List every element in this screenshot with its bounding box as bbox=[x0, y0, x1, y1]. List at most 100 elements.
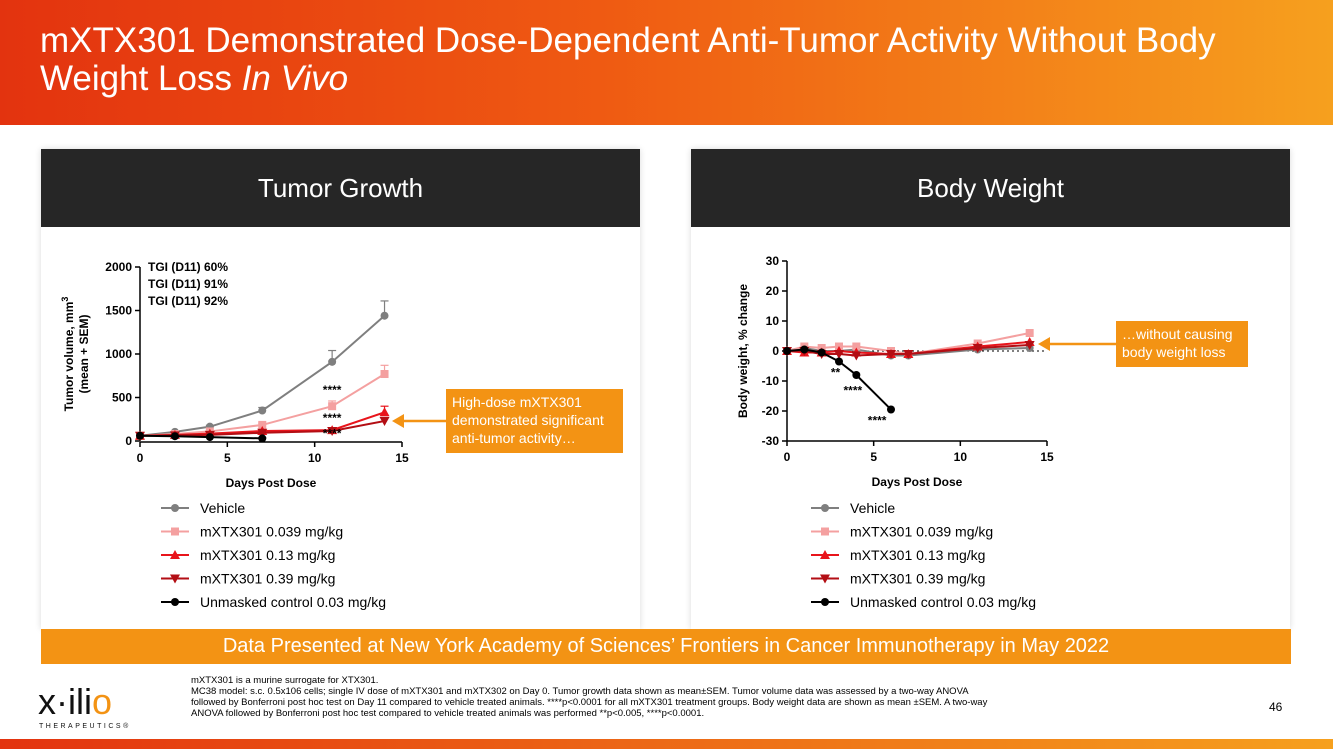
legend-label: Unmasked control 0.03 mg/kg bbox=[850, 594, 1036, 610]
series-line bbox=[139, 314, 386, 437]
body-weight-callout: …without causing body weight loss bbox=[1116, 321, 1248, 367]
x-tick-label: 10 bbox=[954, 450, 968, 464]
data-point bbox=[852, 371, 861, 379]
body-weight-chart: -30 -20 -10 0 10 20 30 0 5 10 15 Days Post Dose Body… bbox=[736, 254, 1054, 610]
data-point bbox=[817, 348, 826, 357]
x-tick-label: 15 bbox=[395, 451, 409, 465]
y-tick-label: -20 bbox=[762, 404, 780, 418]
significance-label: **** bbox=[323, 411, 342, 425]
slide-title-italic: In Vivo bbox=[241, 59, 349, 98]
logo-sub-text: THERAPEUTICS bbox=[39, 723, 124, 730]
page-number: 46 bbox=[1269, 700, 1283, 714]
y-tick-label: 10 bbox=[766, 314, 780, 328]
significance-label: ** bbox=[831, 366, 841, 380]
y-tick-label: 500 bbox=[112, 391, 132, 405]
legend-label: Vehicle bbox=[850, 500, 895, 516]
data-point bbox=[379, 416, 390, 426]
legend-label: Vehicle bbox=[200, 500, 245, 516]
legend-label: mXTX301 0.039 mg/kg bbox=[200, 524, 343, 540]
slide-title: mXTX301 Demonstrated Dose-Dependent Anti… bbox=[40, 22, 1300, 98]
y-tick-label: 1000 bbox=[105, 347, 132, 361]
data-point bbox=[835, 357, 843, 366]
data-point bbox=[972, 344, 983, 353]
legend-marker bbox=[170, 550, 180, 559]
y-tick-label: -10 bbox=[762, 374, 780, 388]
logo-word-o: o bbox=[91, 681, 113, 722]
significance-label: **** bbox=[868, 414, 887, 428]
x-tick-label: 5 bbox=[224, 451, 231, 465]
data-point bbox=[327, 426, 338, 436]
data-point bbox=[205, 433, 214, 442]
data-point bbox=[1024, 341, 1035, 350]
legend-marker bbox=[171, 504, 179, 512]
tumor-callout-arrowhead bbox=[392, 414, 404, 428]
data-point bbox=[379, 407, 390, 417]
legend-marker bbox=[170, 574, 180, 584]
x-axis-label: Days Post Dose bbox=[226, 476, 317, 490]
xilio-logo: x·ilio THERAPEUTICS® bbox=[38, 684, 148, 736]
y-tick-label: 0 bbox=[772, 344, 779, 358]
y-tick-label: 20 bbox=[766, 284, 780, 298]
data-point bbox=[800, 345, 809, 354]
legend-label: mXTX301 0.039 mg/kg bbox=[850, 524, 993, 540]
logo-subtitle: THERAPEUTICS® bbox=[39, 723, 131, 730]
series-line bbox=[139, 434, 263, 440]
data-point bbox=[887, 405, 895, 414]
significance-label: **** bbox=[844, 384, 863, 398]
y-tick-label: 0 bbox=[125, 434, 132, 448]
bottom-bar bbox=[0, 739, 1333, 749]
data-point bbox=[170, 432, 179, 441]
data-point bbox=[257, 428, 268, 438]
tgi-label: TGI (D11) 60% bbox=[148, 260, 228, 274]
tumor-growth-panel: Tumor Growth 0 500 1000 1500 2000 0 5 10 15 Days … bbox=[41, 149, 640, 629]
logo-wordmark: x·ilio bbox=[38, 684, 112, 720]
tumor-growth-heading: Tumor Growth bbox=[41, 149, 640, 227]
data-point bbox=[380, 370, 389, 379]
slide-title-text: mXTX301 Demonstrated Dose-Dependent Anti… bbox=[40, 21, 1216, 98]
data-point bbox=[834, 350, 844, 359]
y-axis-label: Tumor volume, mm3 bbox=[60, 297, 76, 412]
legend-label: mXTX301 0.39 mg/kg bbox=[200, 571, 335, 587]
legend-label: Unmasked control 0.03 mg/kg bbox=[200, 594, 386, 610]
data-point bbox=[328, 402, 337, 411]
legend-marker bbox=[821, 527, 829, 536]
x-tick-label: 10 bbox=[308, 451, 322, 465]
y-tick-label: -30 bbox=[762, 434, 780, 448]
y-tick-label: 1500 bbox=[105, 304, 132, 318]
y-tick-label: 30 bbox=[766, 254, 780, 268]
body-weight-panel: Body Weight -30 -20 -10 0 10 20 30 0 5 10 15 Days P… bbox=[691, 149, 1290, 629]
data-point bbox=[258, 420, 267, 429]
legend-marker bbox=[821, 504, 829, 512]
legend-marker bbox=[171, 527, 179, 536]
data-point bbox=[903, 350, 914, 359]
data-point bbox=[783, 347, 791, 355]
legend-label: mXTX301 0.39 mg/kg bbox=[850, 571, 985, 587]
data-point bbox=[258, 434, 267, 443]
data-point bbox=[328, 357, 337, 366]
conference-banner: Data Presented at New York Academy of Sc… bbox=[41, 629, 1291, 664]
x-tick-label: 0 bbox=[137, 451, 144, 465]
footnote-line: MC38 model: s.c. 0.5x106 cells; single I… bbox=[191, 686, 988, 719]
title-bar: mXTX301 Demonstrated Dose-Dependent Anti… bbox=[0, 0, 1333, 125]
body-weight-heading: Body Weight bbox=[691, 149, 1290, 227]
data-point bbox=[886, 350, 896, 359]
logo-word-main: x·ili bbox=[38, 681, 92, 722]
y-tick-label: 2000 bbox=[105, 260, 132, 274]
legend-marker bbox=[820, 550, 830, 559]
tumor-growth-chart: 0 500 1000 1500 2000 0 5 10 15 Days Post Dose Tumo… bbox=[60, 260, 409, 610]
tgi-label: TGI (D11) 91% bbox=[148, 277, 228, 291]
data-point bbox=[851, 351, 862, 361]
significance-label: **** bbox=[323, 383, 342, 397]
tgi-label: TGI (D11) 92% bbox=[148, 294, 228, 308]
x-tick-label: 5 bbox=[870, 450, 877, 464]
x-tick-label: 0 bbox=[784, 450, 791, 464]
legend-marker bbox=[171, 598, 179, 606]
legend-label: mXTX301 0.13 mg/kg bbox=[200, 547, 335, 563]
x-tick-label: 15 bbox=[1040, 450, 1054, 464]
data-point bbox=[852, 342, 861, 351]
data-point bbox=[1025, 329, 1034, 337]
legend-marker bbox=[820, 574, 830, 584]
data-point bbox=[258, 406, 267, 415]
footnotes: mXTX301 is a murine surrogate for XTX301… bbox=[191, 675, 991, 719]
